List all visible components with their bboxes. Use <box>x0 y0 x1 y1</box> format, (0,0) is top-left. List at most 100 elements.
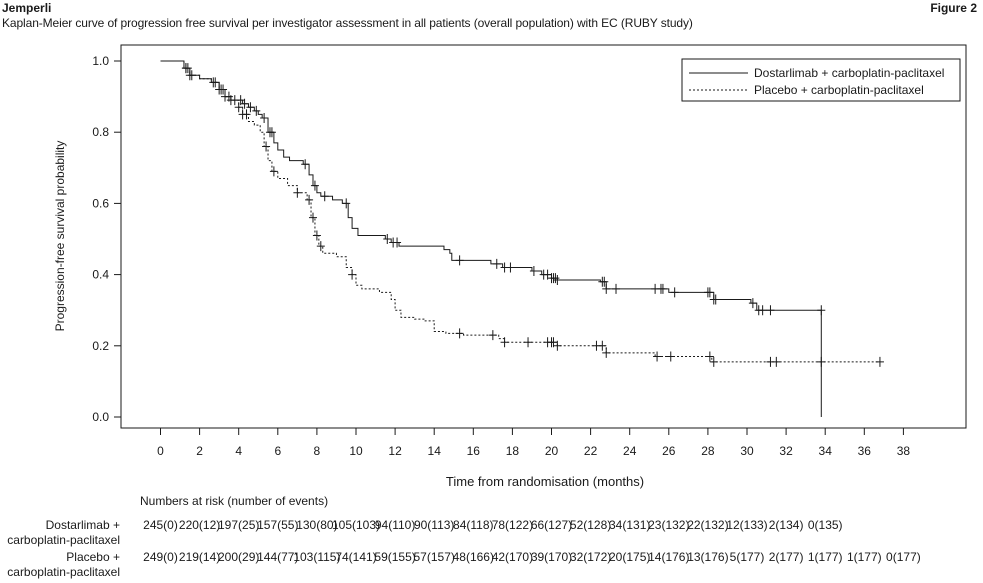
at-risk-value: 34(131) <box>609 518 651 532</box>
censor-mark <box>312 230 321 241</box>
y-axis: 0.0 0.2 0.4 0.6 0.8 1.0 <box>92 54 121 424</box>
at-risk-value: 130(80) <box>296 518 338 532</box>
censor-mark <box>393 237 402 248</box>
y-tick-label: 1.0 <box>92 54 109 68</box>
legend-label-dostarlimab: Dostarlimab + carboplatin-paclitaxel <box>754 66 944 80</box>
censor-mark <box>551 273 560 284</box>
at-risk-label-dostarlimab: Dostarlimab + carboplatin-paclitaxel <box>0 518 120 548</box>
censor-mark <box>242 109 251 120</box>
censor-mark <box>342 198 351 209</box>
at-risk-value: 144(77) <box>257 550 299 564</box>
censor-mark <box>653 351 662 362</box>
censor-mark <box>500 337 509 348</box>
censor-mark <box>267 127 276 138</box>
x-tick-label: 0 <box>157 444 164 458</box>
y-tick-label: 0.6 <box>92 196 109 210</box>
brand-name: Jemperli <box>2 1 52 15</box>
x-tick-label: 4 <box>235 444 242 458</box>
censor-mark <box>383 234 392 244</box>
x-axis: 0 2 4 6 8 10 12 14 16 18 20 22 24 26 28 30 32 34 36 38 <box>157 428 910 458</box>
censor-mark <box>658 283 667 294</box>
censor-mark <box>234 102 243 113</box>
censor-mark <box>262 141 271 152</box>
at-risk-label-dostarlimab-line2: carboplatin-paclitaxel <box>7 533 120 547</box>
censor-mark <box>320 191 329 202</box>
censor-mark <box>221 91 230 102</box>
series-line-dostarlimab <box>160 60 822 417</box>
at-risk-value: 219(14) <box>178 550 221 564</box>
at-risk-value: 42(170) <box>491 550 534 564</box>
y-tick-label: 0.4 <box>92 268 109 282</box>
x-tick-label: 22 <box>584 444 598 458</box>
y-axis-label: Progression-free survival probability <box>53 141 67 332</box>
at-risk-value: 2(177) <box>768 550 804 564</box>
censor-mark <box>492 258 501 269</box>
x-tick-label: 24 <box>623 444 637 458</box>
at-risk-value: 94(110) <box>374 518 416 532</box>
at-risk-value: 90(113) <box>413 518 455 532</box>
x-tick-label: 26 <box>662 444 676 458</box>
x-tick-label: 10 <box>349 444 363 458</box>
censor-mark <box>181 63 190 74</box>
at-risk-value: 23(132) <box>648 518 690 532</box>
censor-mark <box>553 274 562 285</box>
censor-mark <box>316 241 325 252</box>
censor-mark <box>748 298 757 309</box>
censor-mark <box>310 180 319 191</box>
at-risk-value: 84(118) <box>453 518 494 532</box>
at-risk-heading: Numbers at risk (number of events) <box>140 494 329 508</box>
x-tick-label: 8 <box>314 444 321 458</box>
censor-mark <box>529 266 538 277</box>
at-risk-value: 249(0) <box>143 550 178 564</box>
x-tick-label: 34 <box>819 444 833 458</box>
censor-mark <box>455 328 464 339</box>
censor-mark <box>705 351 714 362</box>
censor-mark <box>602 347 611 358</box>
censor-mark <box>252 105 261 116</box>
censor-mark <box>348 269 357 280</box>
at-risk-value: 48(166) <box>452 550 494 564</box>
censor-mark <box>711 294 720 305</box>
at-risk-value: 103(115) <box>293 550 341 564</box>
at-risk-value: 78(122) <box>491 518 534 532</box>
legend-label-placebo: Placebo + carboplatin-paclitaxel <box>754 83 924 97</box>
censor-mark <box>301 159 310 170</box>
legend: Dostarlimab + carboplatin-paclitaxel Pla… <box>681 58 961 102</box>
at-risk-value: 220(12) <box>178 518 221 532</box>
series-line-placebo <box>160 60 880 363</box>
x-tick-label: 6 <box>274 444 281 458</box>
at-risk-label-placebo-line1: Placebo + <box>66 550 120 564</box>
censor-mark <box>817 356 826 367</box>
x-tick-label: 12 <box>388 444 402 458</box>
censor-mark <box>293 187 302 198</box>
censor-mark <box>705 287 714 298</box>
series-layer <box>160 60 884 417</box>
censor-mark <box>488 330 497 341</box>
censor-mark <box>666 351 675 362</box>
x-tick-label: 18 <box>506 444 520 458</box>
censor-mark <box>524 337 533 348</box>
censor-mark <box>600 276 609 287</box>
at-risk-value: 197(25) <box>218 518 260 532</box>
at-risk-value: 0(177) <box>886 550 921 564</box>
censor-mark <box>506 262 515 273</box>
censor-mark <box>226 95 235 106</box>
at-risk-value: 13(176) <box>687 550 729 564</box>
censor-mark <box>246 102 255 113</box>
at-risk-value: 57(157) <box>413 550 455 564</box>
censor-mark <box>305 194 314 205</box>
x-tick-label: 36 <box>858 444 872 458</box>
at-risk-value: 52(128) <box>569 518 612 532</box>
at-risk-value: 12(133) <box>726 518 768 532</box>
at-risk-value: 20(175) <box>609 550 651 564</box>
y-tick-label: 0.8 <box>92 125 109 139</box>
at-risk-label-dostarlimab-line1: Dostarlimab + <box>45 518 120 532</box>
x-tick-label: 28 <box>701 444 715 458</box>
censor-mark <box>455 255 464 266</box>
censor-mark <box>240 98 249 109</box>
censor-mark <box>602 283 611 294</box>
x-tick-label: 32 <box>779 444 793 458</box>
at-risk-value: 200(29) <box>218 550 260 564</box>
at-risk-label-placebo: Placebo + carboplatin-paclitaxel <box>0 550 120 580</box>
